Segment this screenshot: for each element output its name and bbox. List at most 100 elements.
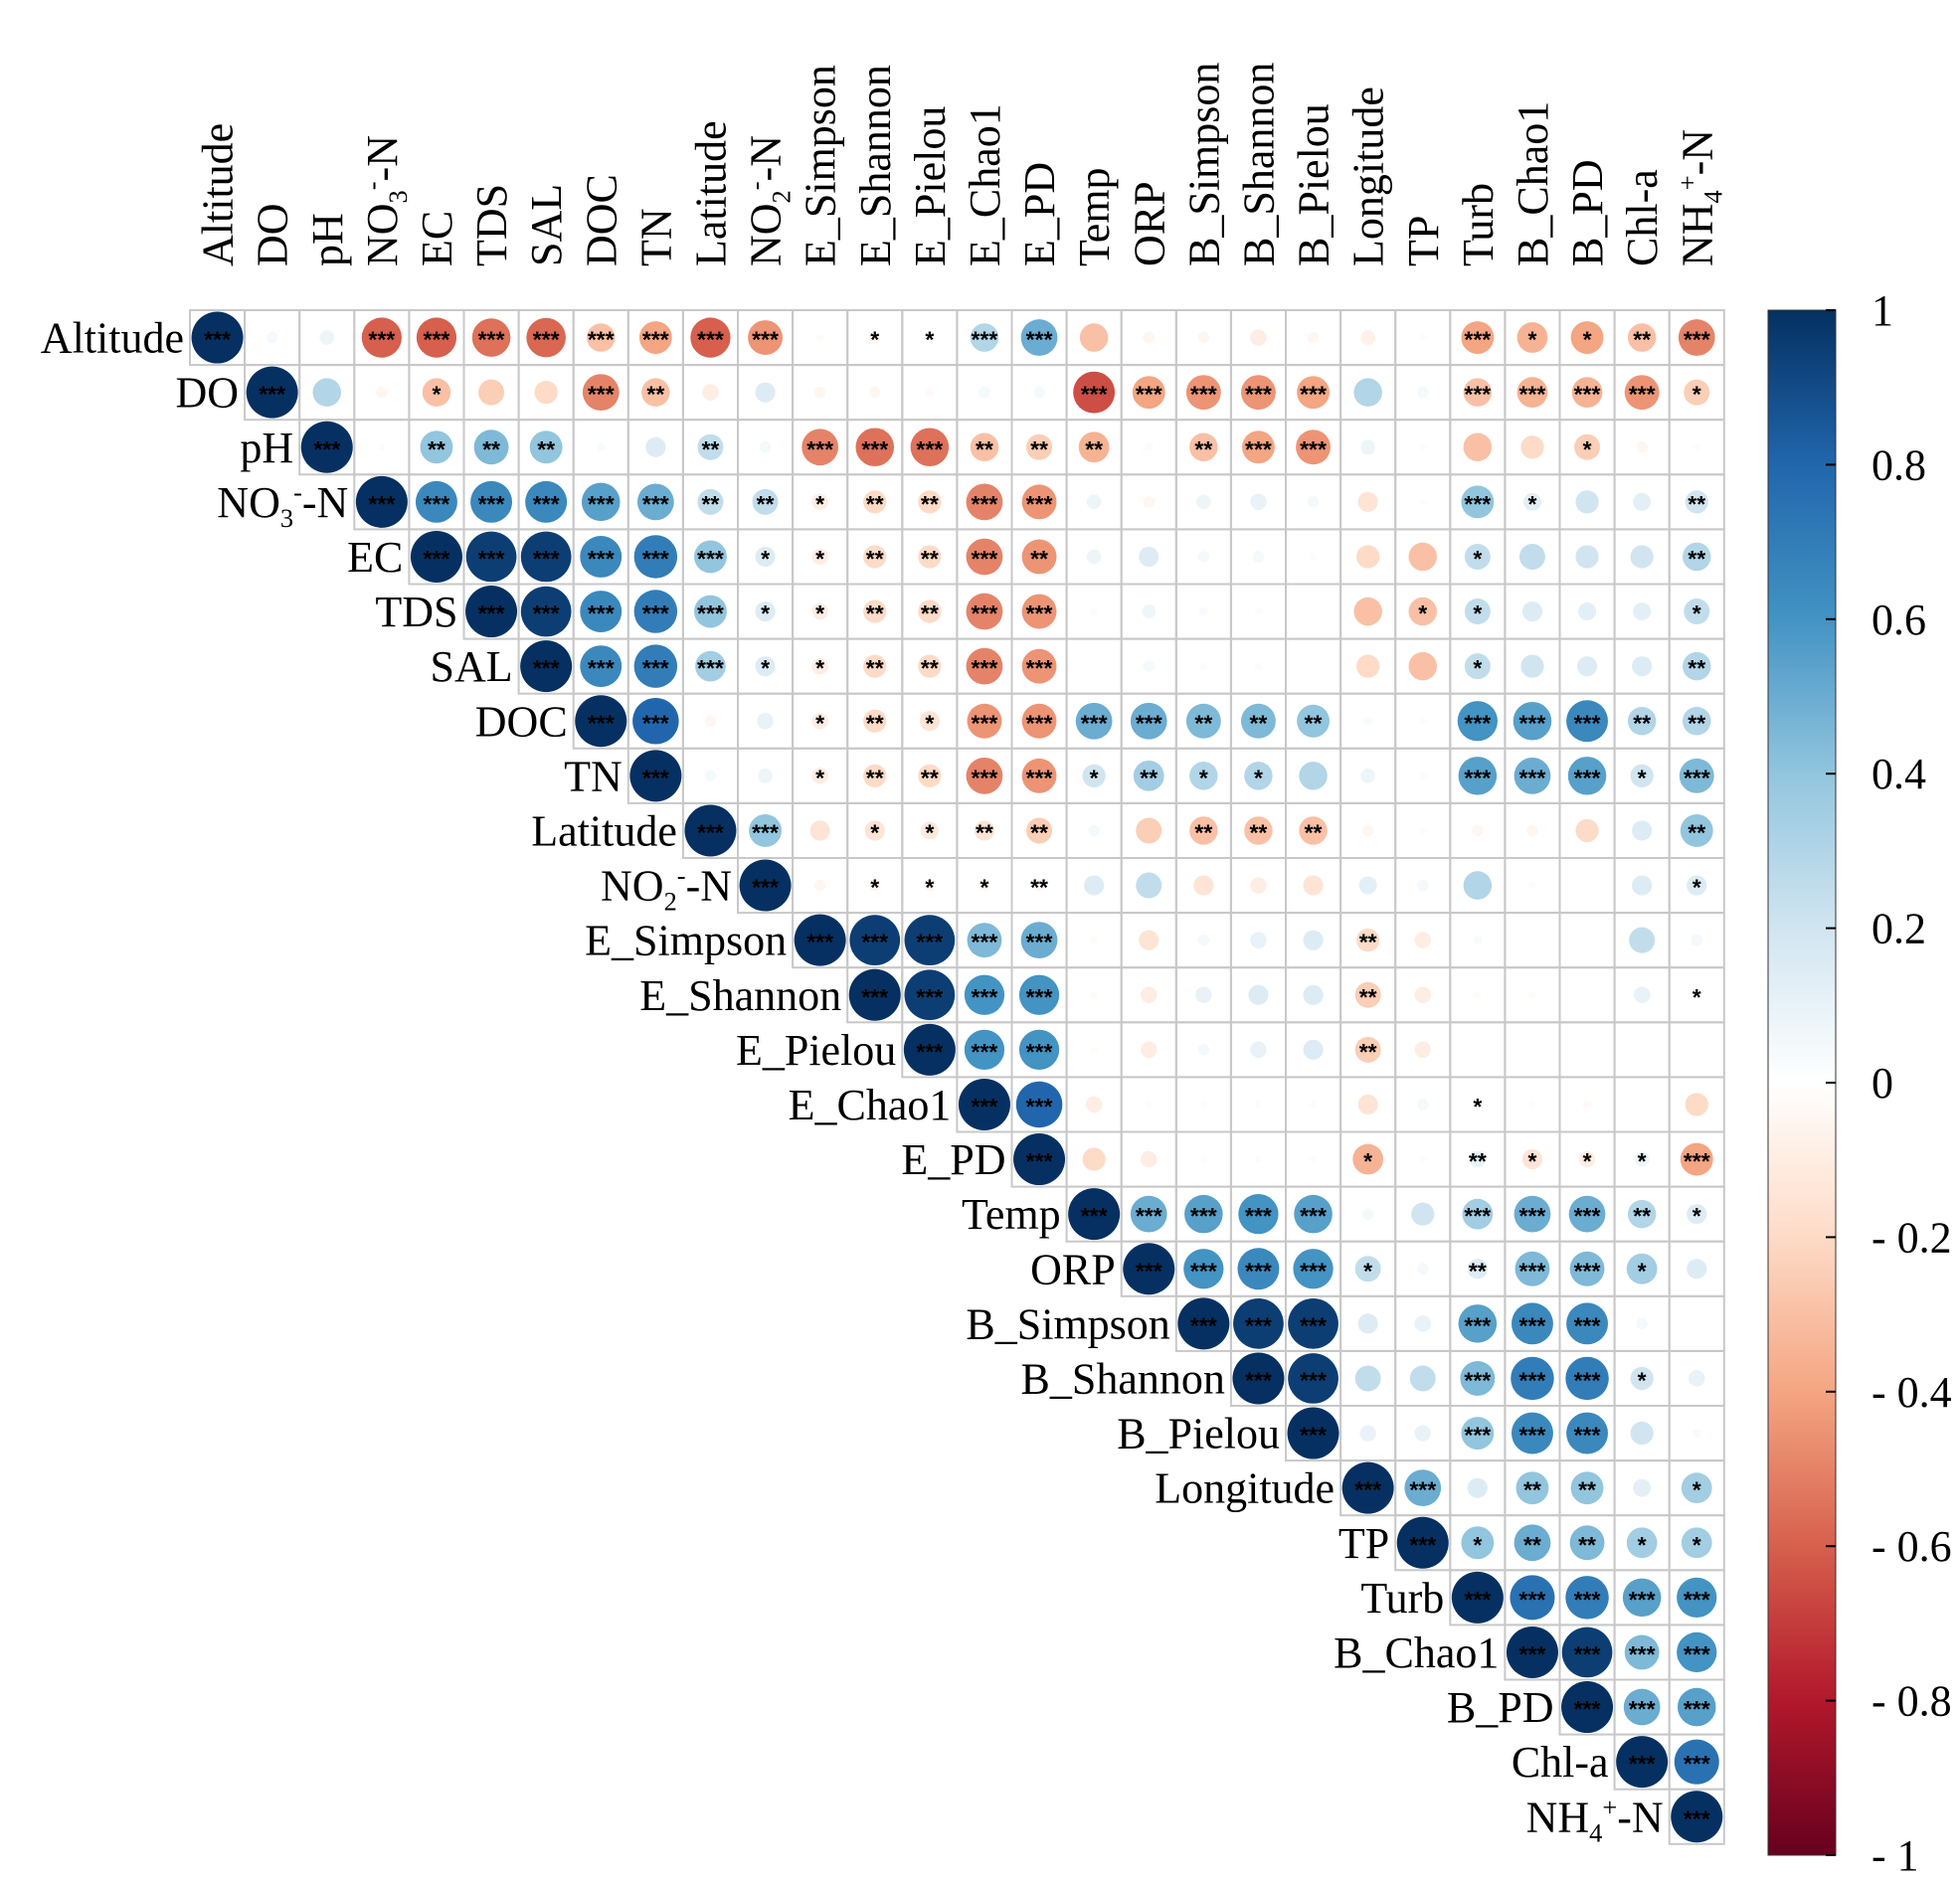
corr-circle-b-chao1-b-pd xyxy=(1561,1627,1613,1678)
corr-circle-ph-no3-n xyxy=(378,443,386,451)
corr-circle-do-e-pielou xyxy=(925,388,935,398)
sig-mark-do-orp: *** xyxy=(1136,382,1162,408)
corr-circle-altitude-b-simpson xyxy=(1197,331,1210,344)
corr-circle-tds-tn xyxy=(633,590,678,633)
sig-mark-latitude-e-pielou: * xyxy=(925,819,934,845)
corr-circle-ph-b-simpson xyxy=(1189,432,1218,461)
row-label-b-shannon: B_Shannon xyxy=(1021,1354,1225,1403)
sig-mark-ec-nh4-n: ** xyxy=(1688,546,1705,572)
sig-mark-no2-n-e-pd: ** xyxy=(1030,875,1048,901)
corr-circle-e-simpson-b-pielou xyxy=(1303,930,1324,950)
sig-mark-sal-latitude: *** xyxy=(697,655,724,681)
sig-mark-b-shannon-chl-a: * xyxy=(1638,1367,1647,1393)
corr-circle-no2-n-b-pd xyxy=(1584,882,1590,889)
corr-circle-chl-a-chl-a xyxy=(1616,1736,1669,1789)
corr-circle-tds-e-simpson xyxy=(811,602,828,620)
corr-circle-e-simpson-turb xyxy=(1473,936,1483,945)
corr-circle-no3-n-orp xyxy=(1143,496,1156,508)
corr-circle-b-shannon-b-pielou xyxy=(1288,1353,1338,1404)
sig-mark-ph-e-pielou: *** xyxy=(916,436,943,462)
sig-mark-ec-e-chao1: *** xyxy=(972,546,998,572)
sig-mark-orp-b-simpson: *** xyxy=(1190,1258,1217,1284)
corr-circle-e-chao1-temp xyxy=(1085,1096,1103,1113)
corr-circle-altitude-turb xyxy=(1461,321,1495,354)
sig-mark-no3-n-e-pd: *** xyxy=(1026,491,1053,517)
corr-circle-no3-n-ec xyxy=(415,480,457,523)
corr-circle-no3-n-b-chao1 xyxy=(1522,492,1541,511)
corr-circle-temp-longitude xyxy=(1361,1208,1374,1220)
corr-circle-b-shannon-nh4-n xyxy=(1689,1370,1705,1387)
sig-mark-orp-turb: ** xyxy=(1469,1258,1487,1284)
corr-circle-tds-chl-a xyxy=(1633,602,1652,621)
sig-mark-tp-chl-a: * xyxy=(1638,1532,1647,1558)
corr-circle-doc-e-shannon xyxy=(863,709,887,733)
corr-circle-doc-orp xyxy=(1130,702,1167,740)
corr-circle-orp-b-shannon xyxy=(1237,1248,1280,1290)
corr-circle-temp-b-shannon xyxy=(1238,1194,1279,1235)
corr-circle-e-pd-b-pd xyxy=(1578,1150,1596,1168)
sig-mark-ph-ph: *** xyxy=(313,436,340,462)
corr-circle-do-temp xyxy=(1073,371,1116,414)
corr-circle-tds-b-shannon xyxy=(1254,607,1263,615)
sig-mark-turb-chl-a: *** xyxy=(1629,1587,1656,1613)
corr-circle-doc-turb xyxy=(1457,701,1498,742)
corr-circle-b-simpson-b-shannon xyxy=(1233,1298,1284,1349)
corr-circle-e-simpson-tp xyxy=(1414,932,1431,948)
colorbar: 1 0.8 0.6 0.4 0.2 0 - 0.2 - 0.4 - 0.6 - 0.8 - 1 xyxy=(1767,286,1952,1880)
corr-circle-ec-e-chao1 xyxy=(966,538,1003,576)
corr-circle-ec-ec xyxy=(410,530,462,583)
sig-mark-ph-tds: ** xyxy=(482,436,500,462)
corr-circle-doc-nh4-n xyxy=(1683,707,1711,736)
sig-mark-altitude-chl-a: ** xyxy=(1633,327,1651,353)
corr-circle-altitude-e-pielou xyxy=(924,332,936,343)
corr-circle-orp-tp xyxy=(1416,1263,1429,1276)
corr-circle-doc-b-simpson xyxy=(1185,703,1221,739)
sig-mark-do-chl-a: *** xyxy=(1629,382,1656,408)
corr-circle-tds-b-simpson xyxy=(1198,606,1208,616)
corr-circle-orp-b-pielou xyxy=(1293,1249,1334,1289)
corr-circle-tn-chl-a xyxy=(1630,764,1654,787)
corr-circle-orp-b-pd xyxy=(1569,1251,1605,1286)
corr-circle-b-simpson-turb xyxy=(1458,1304,1498,1343)
sig-mark-tds-latitude: *** xyxy=(697,600,724,626)
sig-mark-temp-turb: *** xyxy=(1464,1203,1491,1229)
corr-circle-ph-doc xyxy=(596,442,606,452)
sig-mark-sal-sal: *** xyxy=(533,655,560,681)
corr-circle-temp-nh4-n xyxy=(1687,1204,1707,1225)
corr-circle-ph-ec xyxy=(420,430,453,464)
sig-mark-e-simpson-e-pielou: *** xyxy=(916,930,943,955)
row-label-b-pd: B_PD xyxy=(1447,1683,1554,1732)
corr-circle-e-pielou-b-shannon xyxy=(1250,1041,1267,1059)
corr-circle-sal-temp xyxy=(1091,663,1097,669)
corr-circle-no3-n-turb xyxy=(1461,485,1495,519)
corr-circle-tp-tp xyxy=(1396,1516,1449,1569)
corr-circle-e-shannon-longitude xyxy=(1354,981,1381,1008)
sig-mark-turb-b-chao1: *** xyxy=(1519,1587,1546,1613)
corr-circle-e-shannon-b-shannon xyxy=(1248,984,1269,1005)
corr-circle-longitude-chl-a xyxy=(1633,1478,1652,1497)
corr-circle-tds-e-shannon xyxy=(863,599,887,623)
corr-circle-altitude-e-chao1 xyxy=(970,323,999,352)
corr-circle-ec-b-pd xyxy=(1575,545,1599,569)
corr-circle-e-shannon-b-simpson xyxy=(1195,986,1212,1003)
grid-cell-e-pielou-chl-a xyxy=(1613,1021,1671,1079)
corr-circle-e-simpson-e-simpson xyxy=(794,914,846,966)
sig-mark-e-pd-chl-a: * xyxy=(1638,1148,1647,1174)
sig-mark-e-pd-nh4-n: *** xyxy=(1684,1148,1710,1174)
corr-circle-e-pielou-tp xyxy=(1414,1041,1431,1059)
sig-mark-sal-turb: * xyxy=(1473,655,1482,681)
corr-circle-tn-e-pd xyxy=(1021,758,1057,793)
sig-mark-doc-orp: *** xyxy=(1136,710,1162,736)
corr-circle-turb-turb xyxy=(1451,1571,1504,1624)
sig-mark-altitude-e-shannon: * xyxy=(870,327,879,353)
corr-circle-e-chao1-b-simpson xyxy=(1199,1101,1208,1109)
grid-cell-e-simpson-b-chao1 xyxy=(1504,912,1561,969)
sig-mark-ph-b-pielou: *** xyxy=(1300,436,1327,462)
sig-mark-tds-sal: *** xyxy=(533,600,560,626)
corr-circle-sal-b-shannon xyxy=(1254,662,1263,670)
corr-circle-tds-nh4-n xyxy=(1684,599,1710,625)
sig-mark-b-simpson-b-shannon: *** xyxy=(1245,1312,1272,1338)
col-label-chl-a: Chl-a xyxy=(1618,169,1667,266)
corr-circle-no3-n-tp xyxy=(1419,498,1427,506)
